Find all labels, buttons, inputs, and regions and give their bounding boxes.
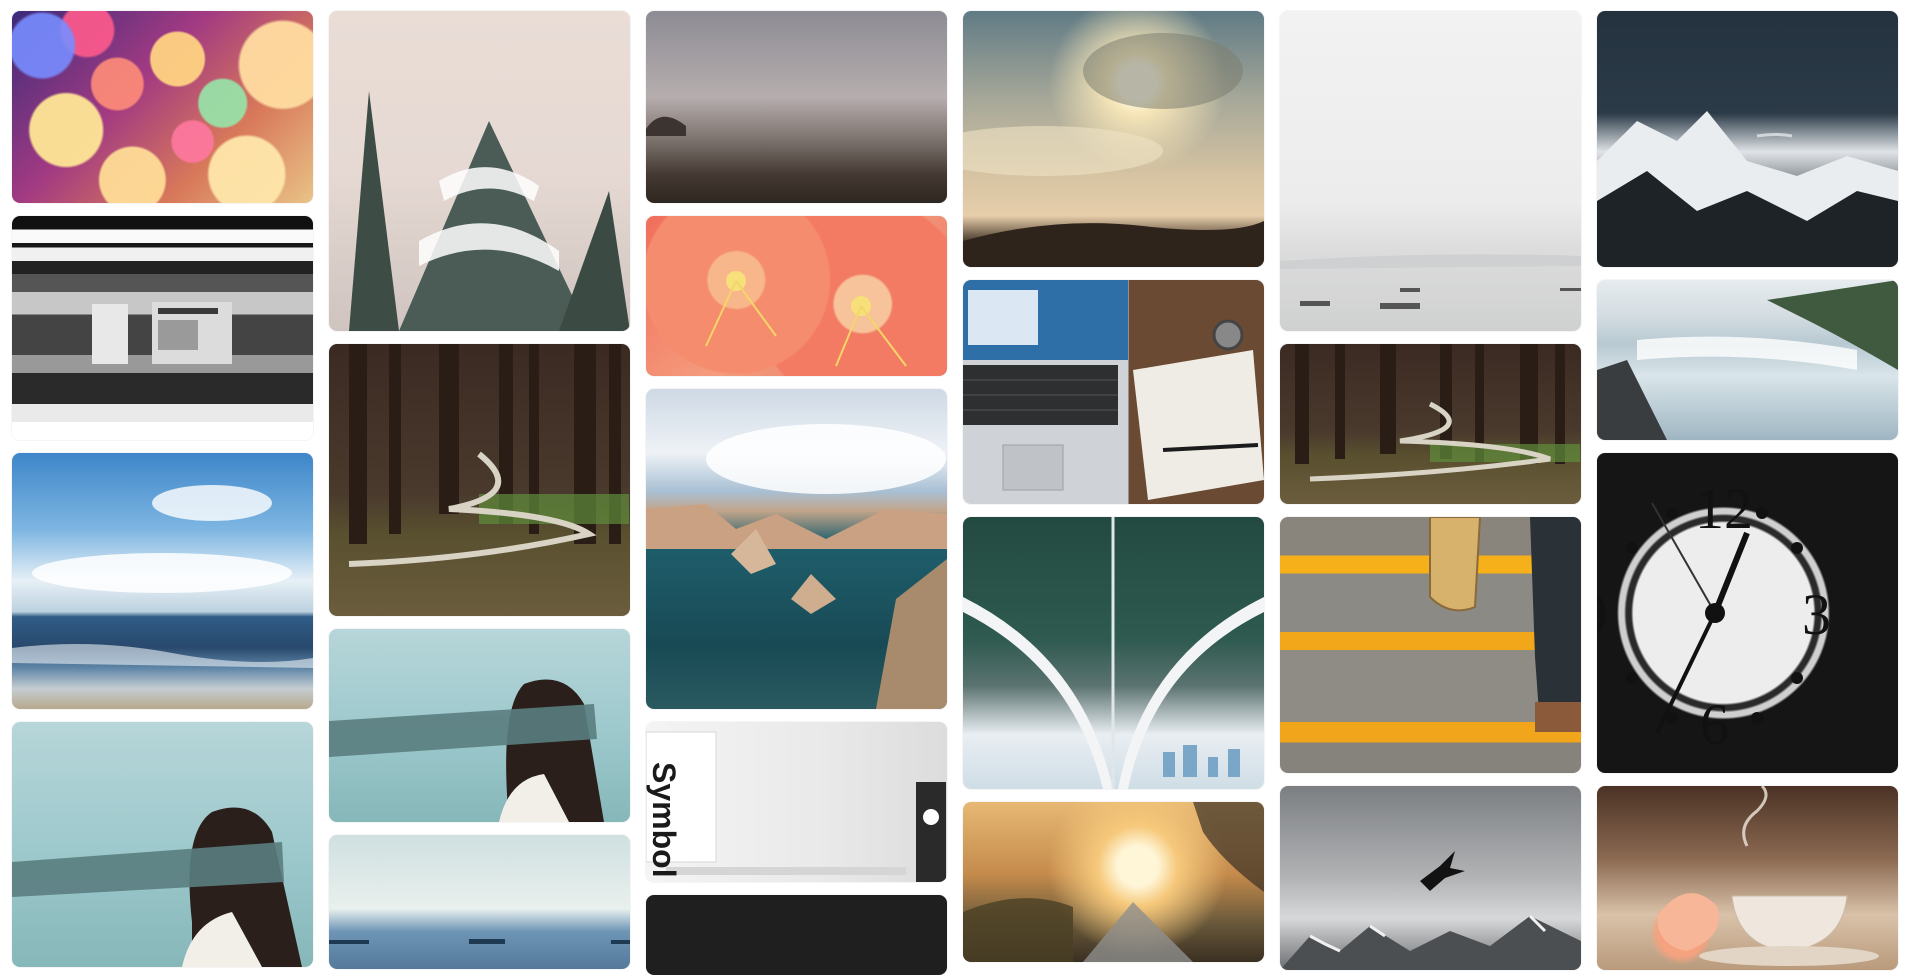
- clock-numeral-12: 12: [1695, 476, 1753, 541]
- gallery-column-2: [329, 11, 630, 970]
- laptop-notebook-photo[interactable]: [963, 280, 1264, 504]
- vintage-clock-photo[interactable]: 12 3 6 9: [1597, 453, 1898, 773]
- foggy-coast-photo[interactable]: [646, 11, 947, 203]
- bokeh-lights-photo[interactable]: [12, 11, 313, 203]
- waterfall-photo[interactable]: [1597, 280, 1898, 440]
- bird-flying-photo[interactable]: [1280, 786, 1581, 970]
- snowy-mountains-photo[interactable]: [1597, 11, 1898, 267]
- symbol-box-photo[interactable]: Symbol: [646, 722, 947, 882]
- dark-photo[interactable]: [646, 895, 947, 975]
- clock-numeral-9: 9: [1597, 581, 1608, 648]
- sea-ships-photo[interactable]: [329, 835, 630, 969]
- gallery-column-5: [1280, 11, 1581, 970]
- sea-cliffs-photo[interactable]: [646, 389, 947, 709]
- snowy-pine-trees-photo[interactable]: [329, 11, 630, 331]
- symbol-box-label: Symbol: [646, 762, 682, 878]
- photo-gallery: Symbol: [12, 11, 1900, 975]
- forest-path-photo[interactable]: [329, 344, 630, 616]
- blindfolded-woman-photo-2[interactable]: [329, 629, 630, 822]
- yellow-stairs-photo[interactable]: [1280, 517, 1581, 773]
- ocean-beach-photo[interactable]: [12, 453, 313, 709]
- gallery-column-6: 12 3 6 9: [1597, 11, 1898, 970]
- bridge-underside-photo[interactable]: [963, 517, 1264, 789]
- forest-path-photo-2[interactable]: [1280, 344, 1581, 504]
- blindfolded-woman-photo[interactable]: [12, 722, 313, 967]
- clock-numeral-3: 3: [1802, 582, 1831, 647]
- tea-cup-photo[interactable]: [1597, 786, 1898, 970]
- misty-sea-boats-photo[interactable]: [1280, 11, 1581, 331]
- motion-blur-train-photo[interactable]: [12, 216, 313, 440]
- orange-lily-photo[interactable]: [646, 216, 947, 376]
- clock-numeral-6: 6: [1700, 692, 1729, 757]
- gallery-column-3: Symbol: [646, 11, 947, 975]
- gallery-column-1: [12, 11, 313, 970]
- sunset-field-photo[interactable]: [963, 802, 1264, 962]
- gallery-column-4: [963, 11, 1264, 970]
- sun-clouds-photo[interactable]: [963, 11, 1264, 267]
